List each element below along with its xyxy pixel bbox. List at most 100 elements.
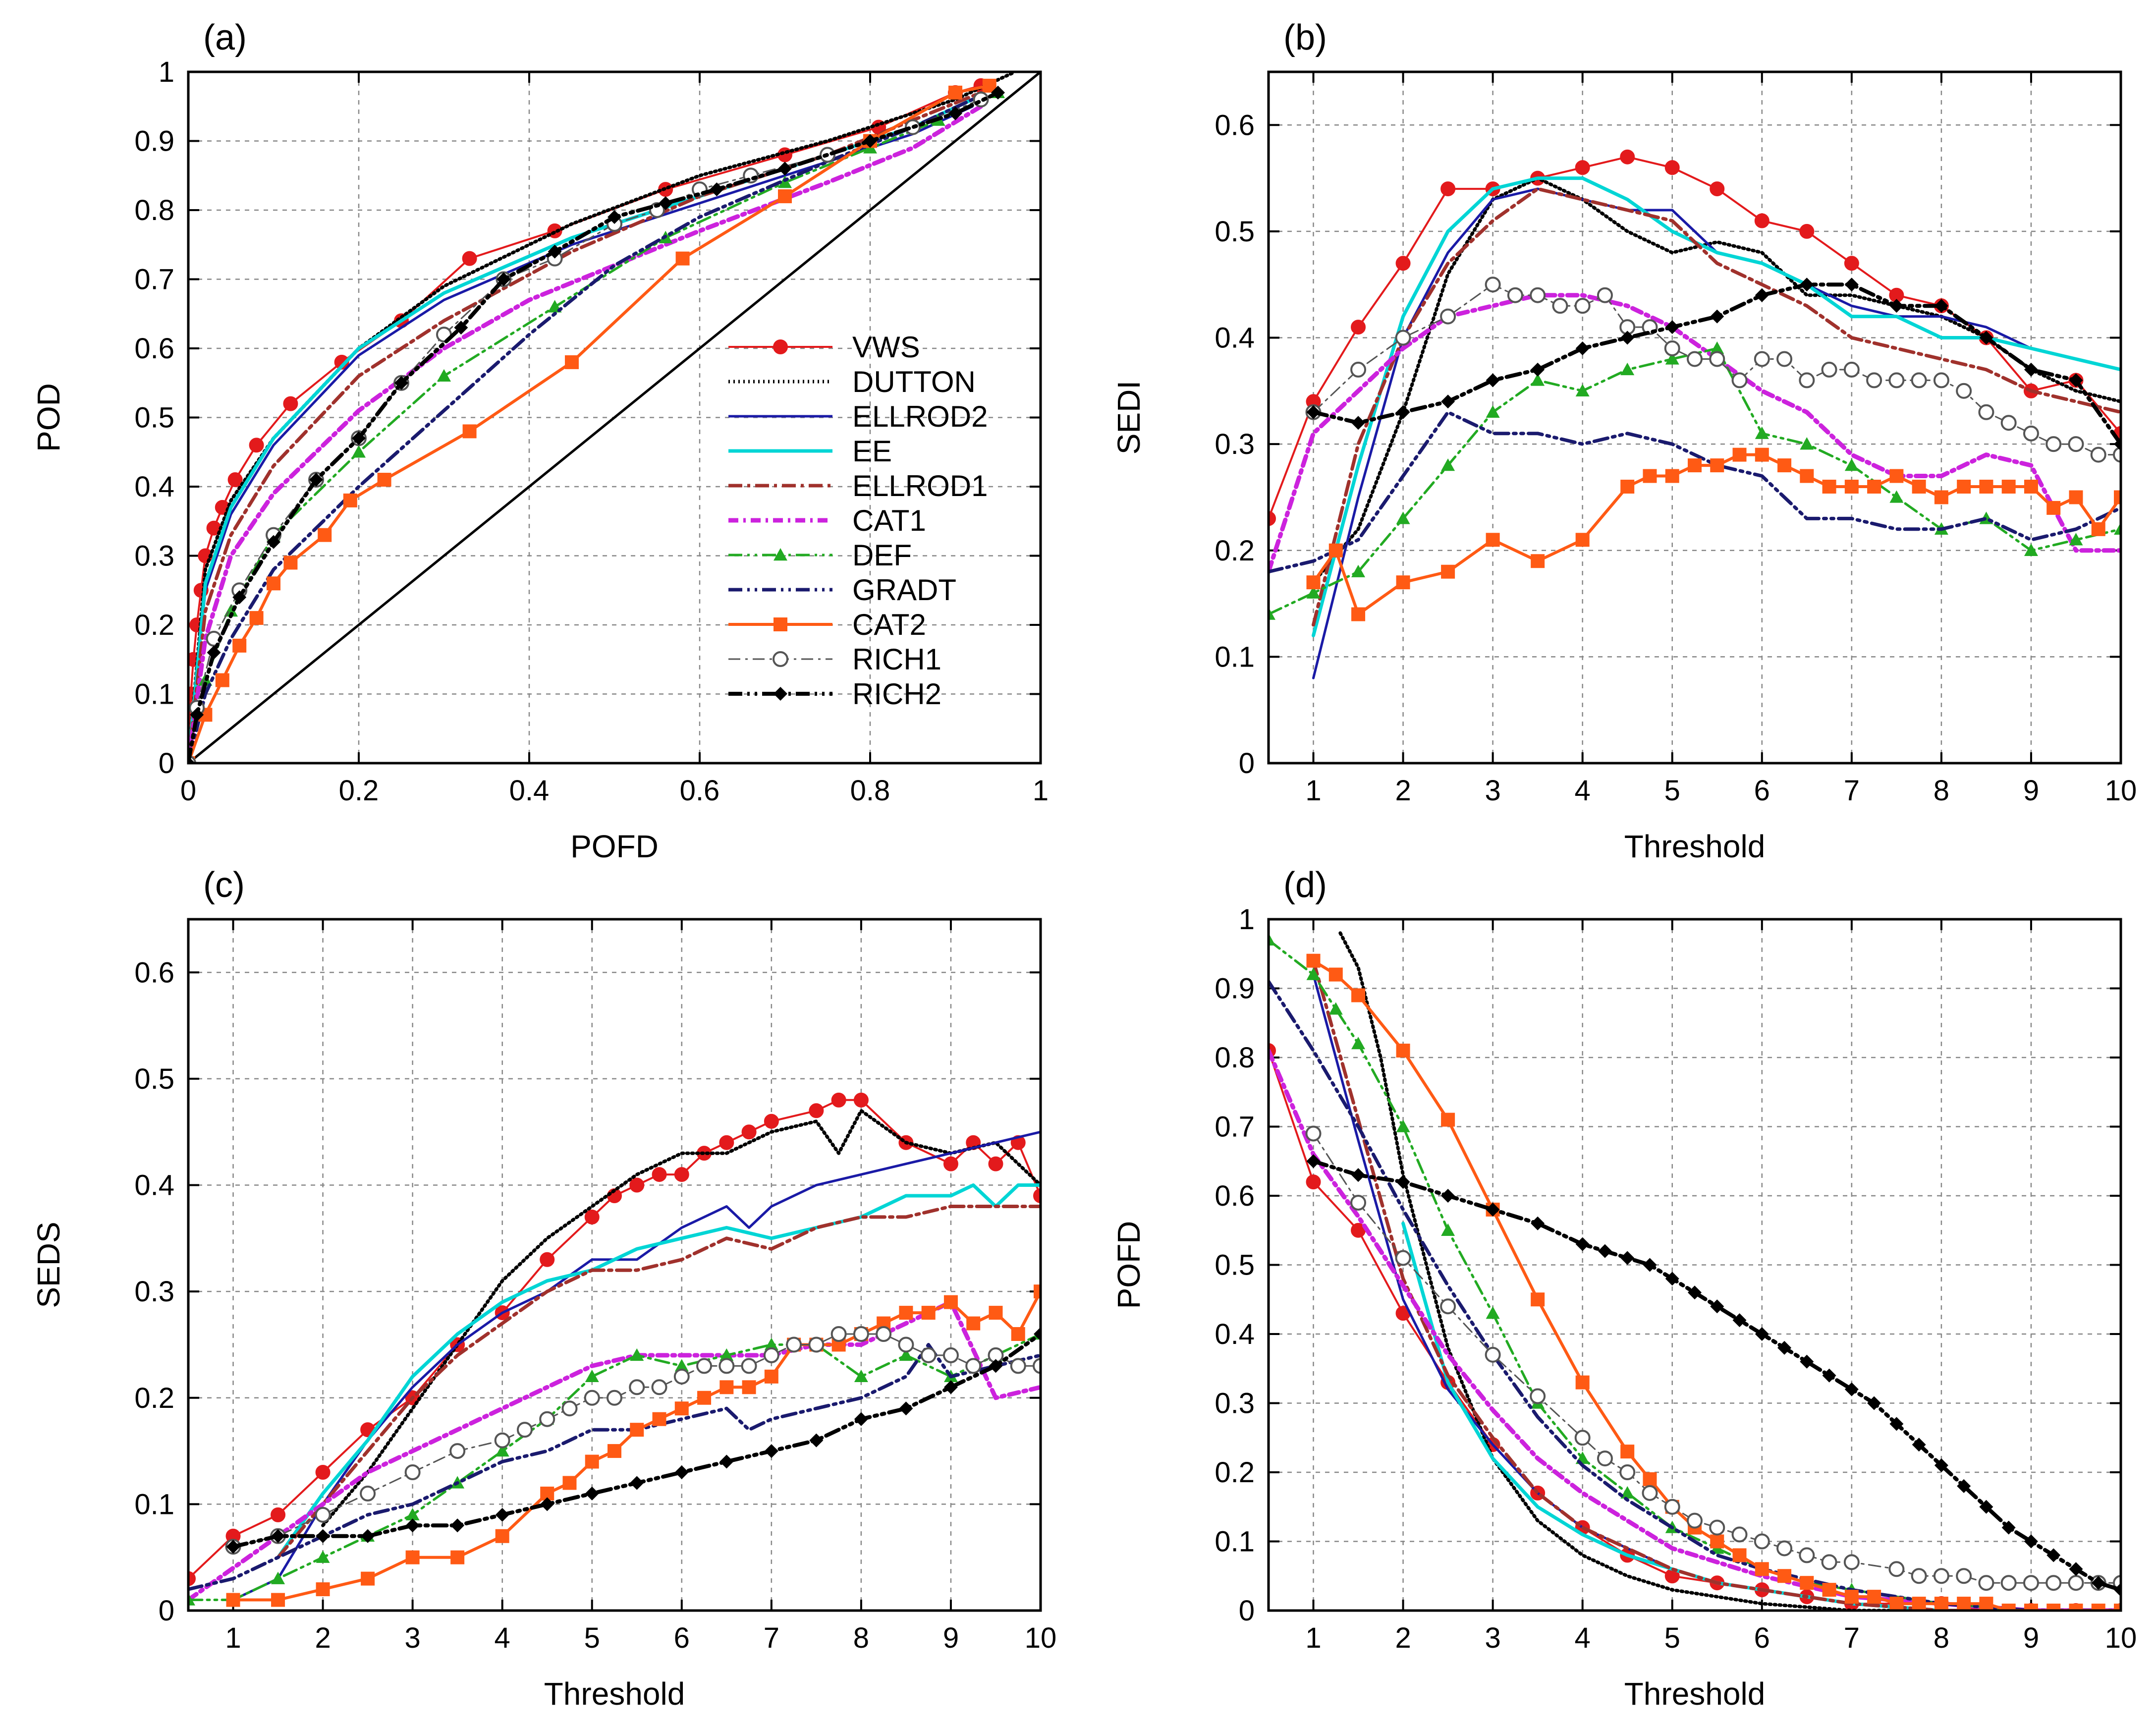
marker-rich1-23: [1911, 372, 1927, 389]
marker-def-0: [188, 1593, 195, 1606]
marker-def-4: [1396, 1119, 1410, 1132]
legend-entry-gradt: GRADT: [728, 573, 956, 607]
marker-cat2-29: [1034, 1284, 1041, 1299]
marker-vws-11: [1754, 213, 1769, 228]
series-gradt-b: [1269, 410, 2121, 574]
marker-cat2-15: [1777, 1569, 1792, 1583]
marker-cat2-26: [966, 1316, 981, 1331]
marker-cat2-25: [2001, 1604, 2016, 1611]
y-axis-label-b: SEDI: [1111, 381, 1147, 454]
marker-rich2-17: [991, 85, 1005, 100]
marker-rich1-26: [942, 1347, 959, 1363]
legend-label-ellrod2: ELLROD2: [852, 400, 988, 433]
marker-rich2-10: [1755, 288, 1769, 302]
marker-cat2-0: [226, 1593, 240, 1607]
y-tick-label-b: 0.5: [1215, 216, 1255, 248]
series-line-gradt: [188, 98, 974, 763]
marker-def-5: [437, 369, 451, 382]
series-line-dutton: [188, 72, 1017, 763]
x-tick-label-b: 7: [1844, 775, 1860, 807]
marker-def-1: [1306, 586, 1321, 599]
marker-cat2-13: [674, 1401, 689, 1416]
marker-rich1-13: [651, 1379, 667, 1395]
x-tick-label-a: 1: [1033, 775, 1049, 807]
y-tick-label-d: 0.3: [1215, 1388, 1255, 1420]
y-tick-label-d: 0.5: [1215, 1249, 1255, 1281]
marker-rich2-24: [1979, 1500, 1993, 1514]
panel-a: 0 0.2 0.4 0.6 0.8 1 0 0.1 0.2 0.3 0.4 0.5 0.6 0.7 0.8 0…: [31, 18, 1049, 864]
marker-cat2-17: [1822, 1583, 1836, 1597]
marker-rich2-3: [1441, 394, 1455, 409]
marker-cat2-19: [1867, 1590, 1881, 1604]
marker-rich1-12: [629, 1379, 645, 1395]
marker-rich1-10: [1664, 1499, 1680, 1515]
marker-rich1-26: [2045, 1575, 2062, 1591]
marker-cat2-25: [2001, 480, 2016, 494]
marker-rich2-20: [1889, 1417, 1904, 1431]
marker-vws-24: [988, 1156, 1003, 1171]
marker-rich2-15: [1979, 331, 1993, 345]
marker-def-15: [854, 1369, 868, 1383]
marker-def-17: [2024, 543, 2038, 556]
marker-cat2-0: [1306, 953, 1321, 968]
marker-rich1-3: [1440, 308, 1456, 325]
panel-label-b: (b): [1283, 18, 1327, 57]
x-tick-label-a: 0.2: [339, 775, 379, 807]
series-cat1-a: [188, 104, 984, 763]
marker-cat2-15: [719, 1380, 734, 1394]
marker-rich1-20: [1843, 361, 1860, 378]
marker-vws-0: [1269, 511, 1276, 526]
marker-rich1-17: [741, 1358, 757, 1374]
marker-def-10: [630, 1348, 644, 1361]
marker-cat2-14: [697, 1391, 712, 1405]
marker-rich2-14: [778, 162, 792, 176]
marker-vws-0: [188, 1571, 196, 1586]
marker-cat2-1: [271, 1593, 285, 1607]
marker-rich1-32: [2113, 446, 2121, 463]
plot-area-b: [1269, 149, 2121, 679]
marker-rich2-29: [2091, 1576, 2105, 1590]
y-tick-label-d: 0.4: [1215, 1318, 1255, 1350]
x-tick-label-c: 8: [853, 1622, 869, 1654]
marker-rich2-1: [271, 1529, 285, 1543]
marker-cat2-24: [921, 1306, 936, 1320]
series-rich1-b: [1305, 277, 2121, 463]
x-tick-label-b: 10: [2105, 775, 2137, 807]
marker-vws-8: [540, 1252, 555, 1267]
marker-vws-10: [1710, 181, 1725, 197]
marker-rich1-18: [763, 1347, 779, 1363]
y-axis-label-a: POD: [31, 383, 66, 452]
marker-cat2-1: [1328, 543, 1343, 557]
marker-cat2-22: [1934, 1597, 1948, 1611]
marker-vws-8: [227, 472, 243, 488]
marker-rich1-22: [1888, 372, 1905, 389]
marker-rich2-14: [1755, 1327, 1769, 1341]
marker-rich2-4: [1486, 1202, 1500, 1217]
y-tick-label-a: 0.1: [134, 678, 174, 711]
marker-rich1-2: [1395, 330, 1411, 346]
marker-def-6: [1486, 1306, 1500, 1319]
marker-rich2-15: [899, 1401, 913, 1416]
marker-rich2-15: [863, 134, 877, 148]
marker-cat2-8: [562, 1476, 577, 1490]
marker-vws-16: [741, 1124, 757, 1140]
marker-def-4: [352, 445, 366, 458]
marker-cat2-11: [565, 355, 579, 369]
x-tick-label-b: 8: [1934, 775, 1949, 807]
marker-cat2-3: [1396, 575, 1410, 590]
x-tick-label-a: 0.4: [509, 775, 550, 807]
y-tick-label-a: 0.5: [134, 402, 174, 434]
legend-label-gradt: GRADT: [852, 573, 956, 607]
x-tick-label-b: 6: [1754, 775, 1770, 807]
marker-vws-12: [652, 1167, 667, 1182]
marker-rich2-18: [1034, 1327, 1041, 1341]
marker-rich2-9: [630, 1476, 644, 1490]
marker-cat2-10: [608, 1444, 621, 1458]
marker-rich2-4: [1486, 373, 1500, 388]
marker-rich2-3: [1441, 1189, 1455, 1203]
marker-rich2-legend: [774, 687, 787, 701]
marker-cat2-6: [495, 1529, 509, 1543]
marker-cat2-22: [1934, 490, 1948, 504]
marker-rich2-13: [710, 182, 724, 197]
